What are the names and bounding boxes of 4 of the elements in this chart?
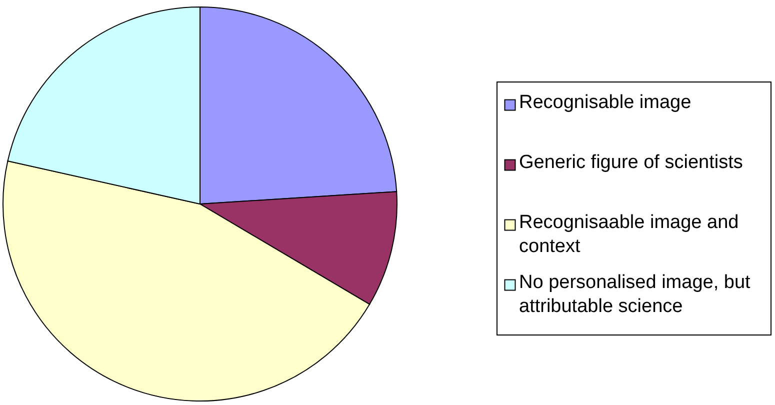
legend-label: Generic figure of scientists	[519, 152, 743, 173]
legend-label: No personalised image, but attributable science	[519, 272, 752, 317]
legend-label: Recognisable image	[519, 92, 692, 113]
legend-label: Recognisaable image and context	[519, 212, 739, 257]
